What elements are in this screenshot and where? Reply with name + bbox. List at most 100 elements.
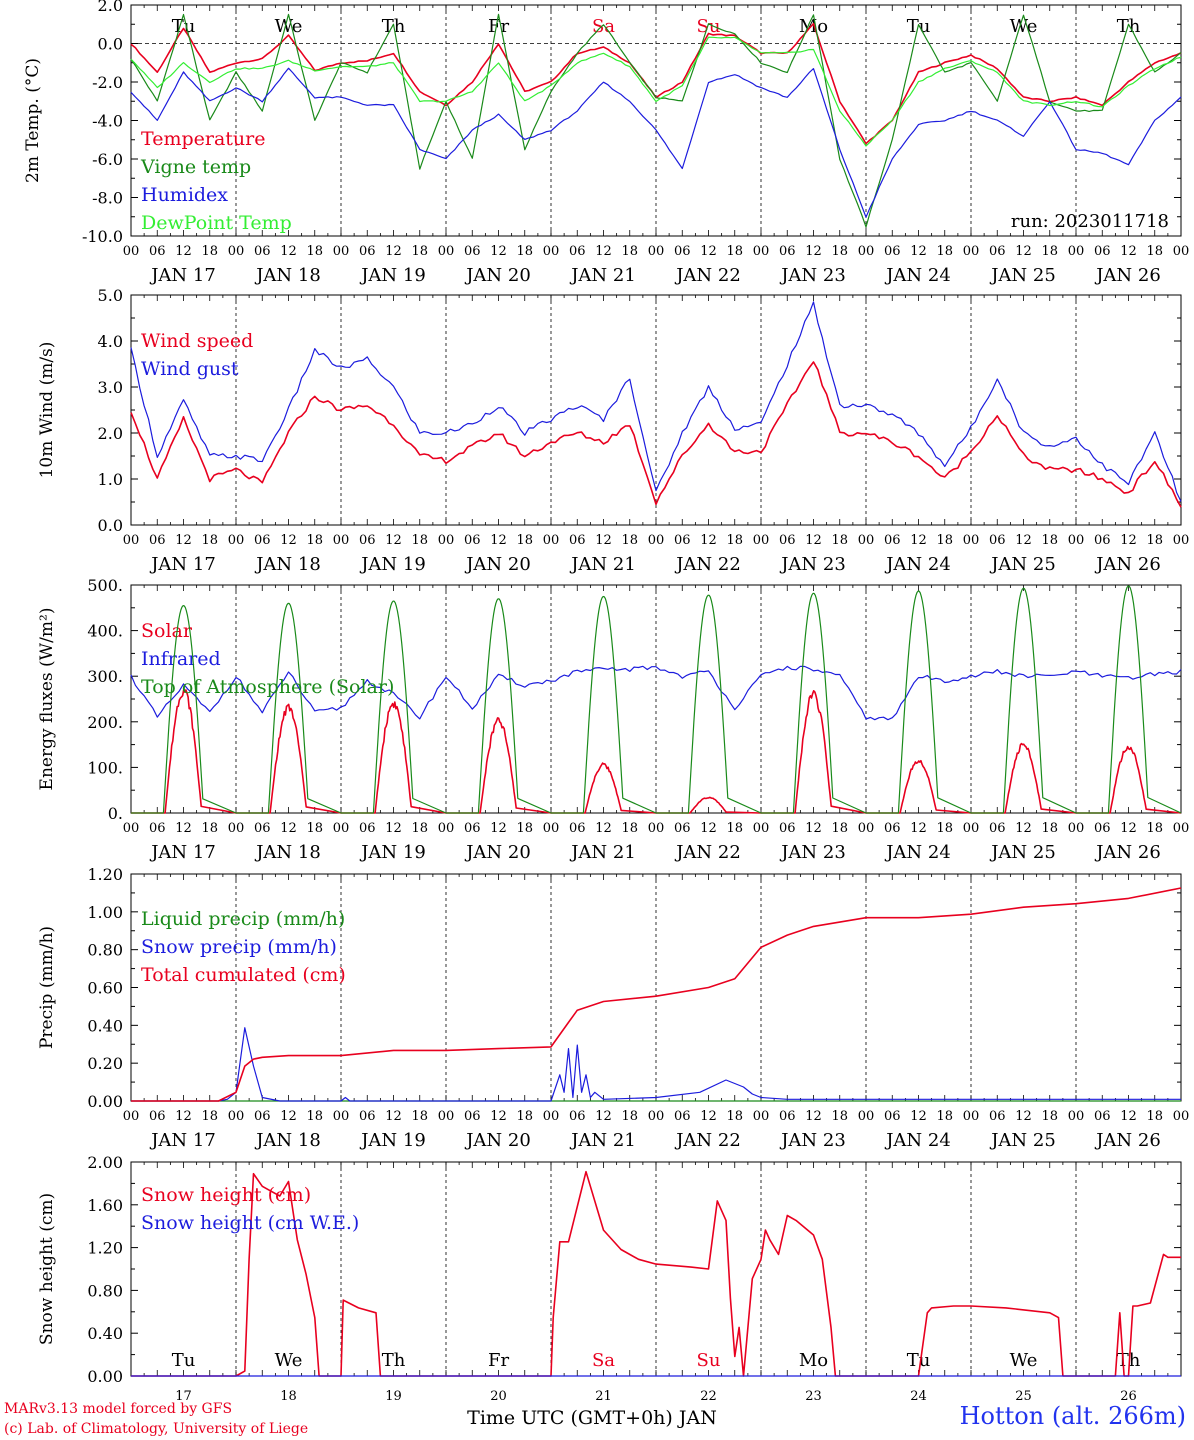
panel-5: 2.00 1.60 1.20 0.80 0.40 0.00 Snow height (cm)… xyxy=(37,1153,1182,1429)
y-tick-label: 4.0 xyxy=(98,332,123,351)
legend-entry: Temperature xyxy=(141,128,265,150)
x-hour-label: 06 xyxy=(989,1109,1006,1124)
x-hour-label: 18 xyxy=(306,1109,323,1124)
x-hour-label: 12 xyxy=(1015,821,1032,836)
y-tick-label: 0.40 xyxy=(87,1324,123,1343)
y-tick-label: 0.00 xyxy=(87,1092,123,1111)
x-date-label: JAN 18 xyxy=(254,265,321,286)
x-hour-label: 12 xyxy=(175,244,192,259)
weekday-label: Sa xyxy=(592,16,615,37)
x-hour-label: 12 xyxy=(910,1109,927,1124)
x-hour-label: 00 xyxy=(858,1109,875,1124)
x-hour-label: 00 xyxy=(438,1109,455,1124)
y-axis-label: Snow height (cm) xyxy=(37,1193,57,1345)
y-axis-label: 10m Wind (m/s) xyxy=(37,342,57,479)
x-hour-label: 00 xyxy=(753,821,770,836)
x-hour-label: 00 xyxy=(333,1109,350,1124)
x-hour-label: 18 xyxy=(306,821,323,836)
weekday-label: Tu xyxy=(172,16,196,37)
x-hour-label: 06 xyxy=(569,533,586,548)
x-hour-label: 00 xyxy=(963,533,980,548)
x-hour-label: 06 xyxy=(674,533,691,548)
x-hour-label: 18 xyxy=(621,244,638,259)
x-hour-label: 12 xyxy=(175,533,192,548)
y-tick-label: 0.80 xyxy=(87,1281,123,1300)
x-hour-label: 00 xyxy=(1068,244,1085,259)
x-hour-label: 00 xyxy=(1068,533,1085,548)
x-hour-label: 18 xyxy=(1041,821,1058,836)
x-hour-label: 06 xyxy=(989,821,1006,836)
x-hour-label: 00 xyxy=(333,533,350,548)
x-hour-label: 18 xyxy=(516,533,533,548)
x-hour-label: 18 xyxy=(306,533,323,548)
x-date-label: JAN 24 xyxy=(884,1130,951,1151)
x-hour-label: 12 xyxy=(490,533,507,548)
x-hour-label: 00 xyxy=(1068,1109,1085,1124)
y-tick-label: 0. xyxy=(108,804,123,823)
x-hour-label: 18 xyxy=(1146,244,1163,259)
x-hour-label: 12 xyxy=(175,821,192,836)
x-date-label: JAN 20 xyxy=(464,842,531,863)
x-hour-label: 00 xyxy=(648,1109,665,1124)
x-hour-label: 00 xyxy=(963,1109,980,1124)
x-date-label: JAN 18 xyxy=(254,842,321,863)
x-hour-label: 00 xyxy=(123,244,140,259)
x-hour-label: 06 xyxy=(1094,533,1111,548)
y-tick-label: 1.00 xyxy=(87,903,123,922)
x-hour-label: 18 xyxy=(1041,1109,1058,1124)
x-date-label: JAN 25 xyxy=(989,1130,1056,1151)
x-hour-label: 06 xyxy=(149,533,166,548)
y-tick-label: 1.60 xyxy=(87,1196,123,1215)
x-hour-label: 06 xyxy=(779,1109,796,1124)
model-credit: MARv3.13 model forced by GFS xyxy=(4,1401,233,1417)
x-date-label: JAN 25 xyxy=(989,265,1056,286)
x-hour-label: 18 xyxy=(831,244,848,259)
x-hour-label: 00 xyxy=(228,1109,245,1124)
x-date-label: JAN 26 xyxy=(1094,265,1161,286)
x-hour-label: 12 xyxy=(1120,244,1137,259)
x-hour-label: 00 xyxy=(543,244,560,259)
x-hour-label: 06 xyxy=(779,533,796,548)
legend-entry: Wind speed xyxy=(141,330,253,352)
weekday-label: Th xyxy=(382,1350,406,1371)
x-hour-label: 00 xyxy=(753,533,770,548)
x-hour-label: 12 xyxy=(1015,533,1032,548)
x-hour-label: 12 xyxy=(805,1109,822,1124)
weekday-label: Su xyxy=(697,1350,721,1371)
x-hour-label: 18 xyxy=(831,533,848,548)
y-tick-label: 1.0 xyxy=(98,470,123,489)
x-axis-label: Time UTC (GMT+0h) JAN xyxy=(467,1407,717,1429)
x-hour-label: 18 xyxy=(306,244,323,259)
legend-entry: Total cumulated (cm) xyxy=(141,964,346,986)
x-date-label: JAN 26 xyxy=(1094,842,1161,863)
x-hour-label: 12 xyxy=(385,244,402,259)
x-hour-label: 12 xyxy=(805,244,822,259)
y-tick-label: -10.0 xyxy=(82,227,123,246)
legend-entry: Wind gust xyxy=(141,358,239,380)
x-hour-label: 06 xyxy=(464,244,481,259)
x-hour-label: 12 xyxy=(280,533,297,548)
y-tick-label: -6.0 xyxy=(92,150,123,169)
x-hour-label: 00 xyxy=(543,821,560,836)
x-hour-label: 18 xyxy=(1041,533,1058,548)
x-date-label: JAN 19 xyxy=(359,265,426,286)
x-date-label: JAN 20 xyxy=(464,554,531,575)
series-line xyxy=(131,585,1182,814)
x-hour-label: 18 xyxy=(621,1109,638,1124)
x-hour-label: 12 xyxy=(385,821,402,836)
weekday-label: Tu xyxy=(172,1350,196,1371)
weekday-label: We xyxy=(275,16,303,37)
y-axis-label: 2m Temp. (°C) xyxy=(23,58,43,183)
x-hour-label: 18 xyxy=(411,821,428,836)
series-line xyxy=(131,688,1182,814)
series-line xyxy=(130,665,1182,721)
legend-entry: DewPoint Temp xyxy=(141,212,292,234)
x-hour-label: 12 xyxy=(490,1109,507,1124)
x-hour-label: 18 xyxy=(936,533,953,548)
x-hour-label: 12 xyxy=(700,533,717,548)
series-line xyxy=(131,887,1182,1102)
x-hour-label: 06 xyxy=(254,821,271,836)
x-hour-label: 06 xyxy=(884,1109,901,1124)
x-hour-label: 06 xyxy=(569,244,586,259)
series-line xyxy=(130,301,1182,502)
